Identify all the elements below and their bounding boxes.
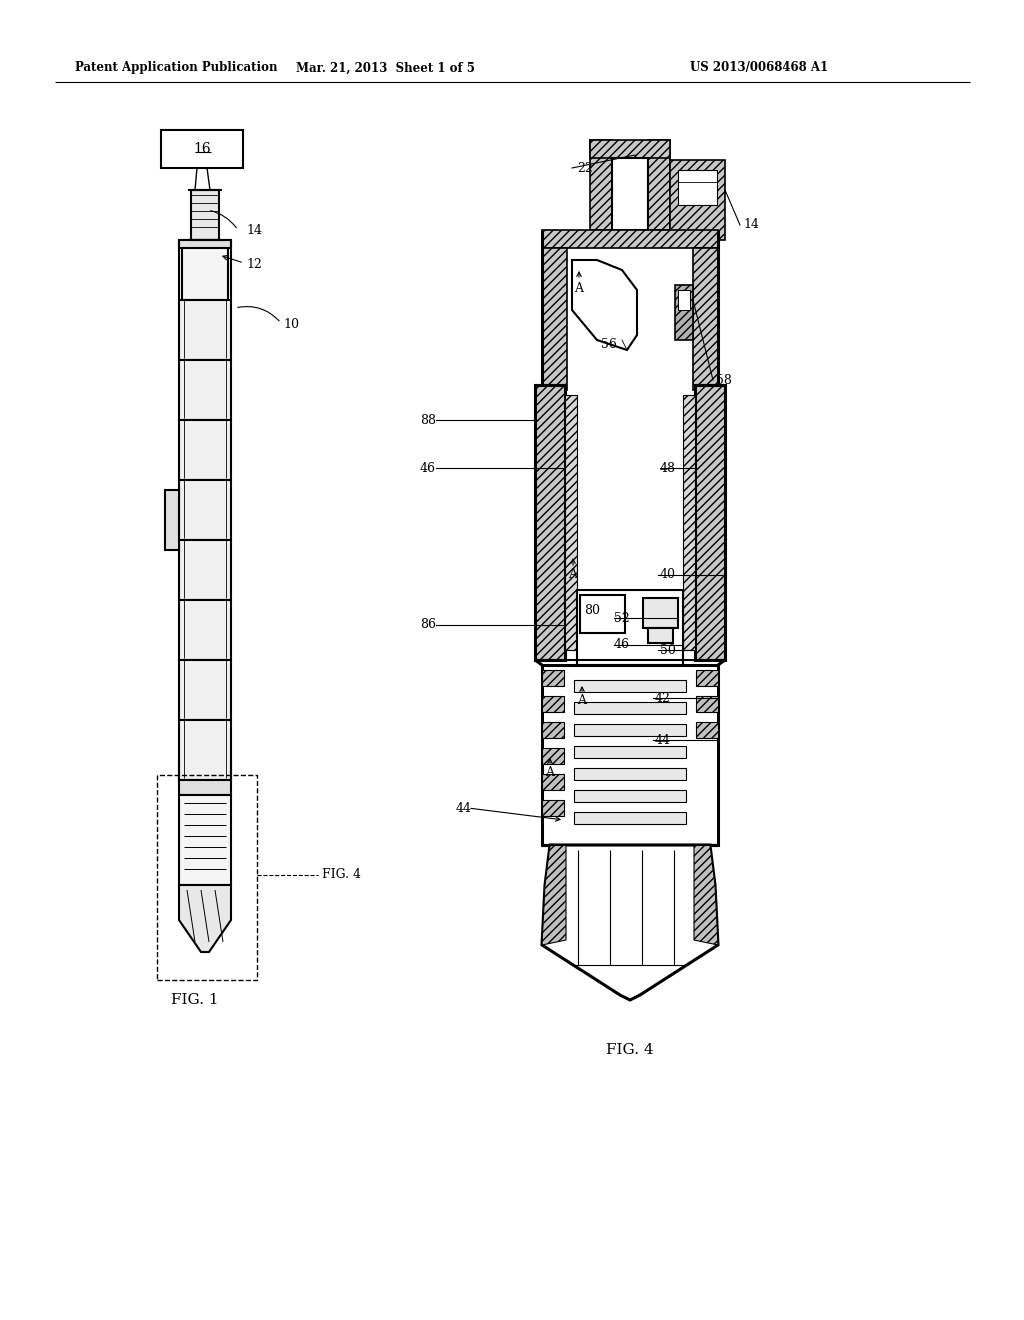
Text: 40: 40 — [660, 569, 676, 582]
Text: FIG. 4: FIG. 4 — [606, 1043, 653, 1057]
Text: A: A — [578, 693, 587, 706]
Bar — [577, 590, 683, 665]
Bar — [590, 140, 612, 230]
Bar — [693, 248, 718, 389]
Text: 52: 52 — [614, 611, 630, 624]
Bar — [179, 780, 231, 795]
Polygon shape — [542, 845, 566, 945]
Text: 56: 56 — [601, 338, 616, 351]
Bar — [590, 140, 670, 158]
Bar — [648, 140, 670, 230]
Bar — [165, 490, 179, 550]
Bar — [574, 723, 686, 737]
Bar — [542, 696, 564, 711]
Bar — [574, 789, 686, 803]
Bar — [696, 696, 718, 711]
Bar — [574, 702, 686, 714]
Bar — [670, 160, 725, 240]
Bar — [542, 248, 567, 389]
Bar — [542, 665, 718, 845]
Text: 12: 12 — [246, 259, 262, 272]
Bar — [179, 601, 231, 660]
Bar — [542, 800, 564, 816]
Bar — [542, 748, 564, 764]
Text: US 2013/0068468 A1: US 2013/0068468 A1 — [690, 62, 828, 74]
Text: 48: 48 — [660, 462, 676, 474]
Text: 86: 86 — [420, 619, 436, 631]
Bar — [161, 129, 243, 168]
Bar — [179, 420, 231, 480]
Bar — [574, 768, 686, 780]
Text: 44: 44 — [456, 801, 472, 814]
Bar — [695, 385, 725, 660]
Bar — [542, 722, 564, 738]
Bar — [542, 671, 564, 686]
Bar — [182, 240, 228, 300]
Bar — [678, 170, 717, 205]
Text: A: A — [574, 281, 584, 294]
Bar — [179, 360, 231, 420]
Bar — [574, 680, 686, 692]
Bar — [179, 795, 231, 884]
Text: 46: 46 — [614, 639, 630, 652]
Bar — [179, 660, 231, 719]
Text: 14: 14 — [246, 223, 262, 236]
Bar — [179, 480, 231, 540]
Bar — [678, 290, 690, 310]
Text: 80: 80 — [584, 603, 600, 616]
Text: 22: 22 — [577, 161, 593, 174]
Bar — [574, 746, 686, 758]
Bar — [565, 395, 577, 649]
Text: FIG. 4: FIG. 4 — [322, 869, 361, 882]
Text: FIG. 1: FIG. 1 — [171, 993, 219, 1007]
Bar — [191, 190, 219, 240]
Bar — [542, 230, 718, 248]
Bar — [648, 628, 673, 643]
Text: Patent Application Publication: Patent Application Publication — [75, 62, 278, 74]
Bar — [580, 595, 625, 634]
Polygon shape — [694, 845, 718, 945]
Text: 88: 88 — [420, 413, 436, 426]
Bar — [696, 722, 718, 738]
Polygon shape — [572, 260, 637, 350]
Bar — [157, 775, 257, 979]
Text: Mar. 21, 2013  Sheet 1 of 5: Mar. 21, 2013 Sheet 1 of 5 — [296, 62, 474, 74]
Bar — [179, 240, 231, 248]
Text: 50: 50 — [660, 644, 676, 656]
Bar — [574, 812, 686, 824]
Bar — [675, 285, 693, 341]
Text: 44: 44 — [655, 734, 671, 747]
Polygon shape — [542, 845, 718, 1001]
Text: 14: 14 — [743, 219, 759, 231]
Text: 58: 58 — [716, 374, 732, 387]
Text: A: A — [568, 569, 578, 582]
Bar — [612, 158, 648, 230]
Text: 16: 16 — [194, 143, 211, 156]
Bar — [179, 300, 231, 360]
Bar — [179, 719, 231, 780]
Bar — [696, 671, 718, 686]
Bar — [179, 540, 231, 601]
Polygon shape — [179, 884, 231, 952]
Text: 46: 46 — [420, 462, 436, 474]
Bar — [643, 598, 678, 628]
Text: A: A — [546, 767, 555, 780]
Text: 10: 10 — [283, 318, 299, 331]
Bar — [535, 385, 565, 660]
Bar — [542, 774, 564, 789]
Bar — [683, 395, 695, 649]
Text: 42: 42 — [655, 692, 671, 705]
